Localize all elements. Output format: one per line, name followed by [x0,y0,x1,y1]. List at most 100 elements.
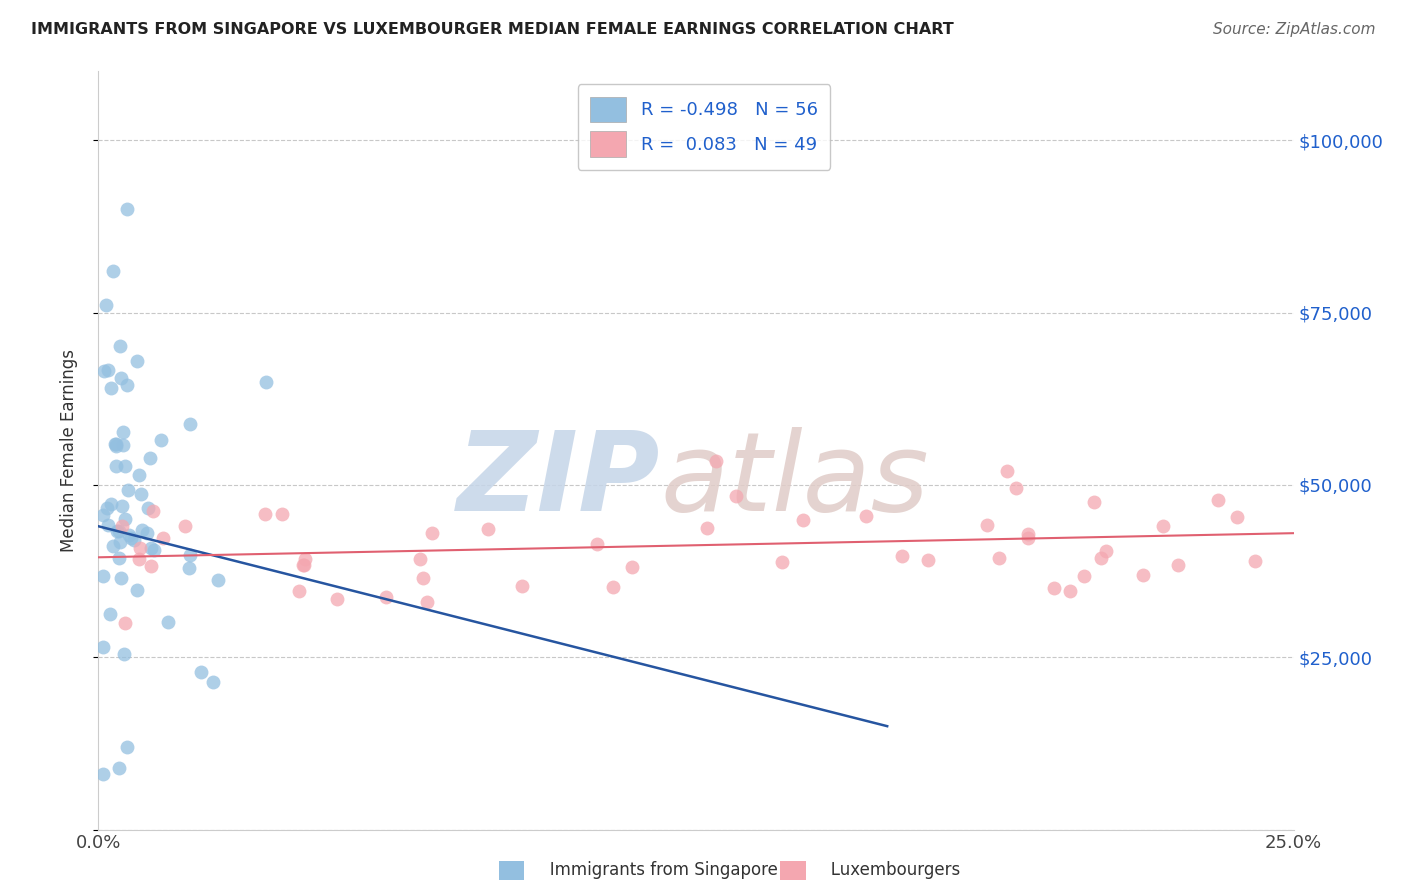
Point [1017,527,1039,541]
Point [1226,510,1249,524]
Point [792,512,814,526]
Point [696,521,718,535]
Point [1167,558,1189,572]
Point [108,524,131,539]
Point [97,362,120,376]
Point [621,560,644,574]
Point [131,524,153,538]
Point [117,483,139,497]
Point [139,559,162,574]
Text: atlas: atlas [661,427,929,534]
Point [143,542,166,557]
Point [128,467,150,482]
Point [375,590,398,604]
Point [128,541,150,556]
Point [1090,551,1112,566]
Point [179,549,201,563]
Point [294,552,316,566]
Point [420,526,443,541]
Point [91,569,114,583]
Point [1244,554,1267,568]
Point [100,607,122,621]
Point [114,512,136,526]
Point [125,354,148,368]
Point [173,519,195,533]
Point [917,553,939,567]
Point [114,459,136,474]
Point [288,583,311,598]
Point [1083,495,1105,509]
Point [101,264,124,278]
Point [139,450,162,465]
Point [112,648,135,662]
Point [100,497,122,511]
Y-axis label: Median Female Earnings: Median Female Earnings [59,349,77,552]
Point [704,453,727,467]
Point [129,487,152,501]
Point [1132,568,1154,582]
Point [477,522,499,536]
Point [110,371,132,385]
Point [118,527,141,541]
Point [254,507,277,521]
Legend: R = -0.498   N = 56, R =  0.083   N = 49: R = -0.498 N = 56, R = 0.083 N = 49 [578,84,831,169]
Point [995,464,1018,478]
Point [111,438,134,452]
Point [107,551,129,566]
Point [111,519,134,533]
Point [1206,492,1229,507]
Point [108,535,131,549]
Point [105,524,128,539]
Point [254,375,277,389]
Point [891,549,914,564]
Point [1059,584,1081,599]
Point [114,615,136,630]
Point [101,539,124,553]
Point [91,767,114,781]
Point [770,555,793,569]
Point [1095,543,1118,558]
Text: ZIP: ZIP [457,427,661,534]
Point [91,508,114,522]
Point [602,580,624,594]
Text: Luxembourgers: Luxembourgers [815,861,960,879]
Point [416,595,439,609]
Point [988,551,1011,566]
Point [1004,481,1026,495]
Text: IMMIGRANTS FROM SINGAPORE VS LUXEMBOURGER MEDIAN FEMALE EARNINGS CORRELATION CHA: IMMIGRANTS FROM SINGAPORE VS LUXEMBOURGE… [31,22,953,37]
Point [108,760,131,774]
Point [125,582,148,597]
Point [325,592,347,607]
Point [97,517,120,532]
Point [190,665,212,680]
Point [149,433,172,447]
Point [96,501,118,516]
Point [512,579,534,593]
Point [128,552,150,566]
Point [156,615,179,629]
Point [100,381,122,395]
Point [1073,569,1095,583]
Point [115,378,138,392]
Point [136,500,159,515]
Point [105,437,128,451]
Point [110,571,132,585]
Point [136,526,159,541]
Point [110,339,132,353]
Point [271,507,294,521]
Point [152,531,174,545]
Point [94,297,117,311]
Point [179,417,201,431]
Point [292,558,315,573]
Point [292,558,315,572]
Point [409,552,432,566]
Point [202,674,225,689]
Point [91,640,114,654]
Point [1043,581,1066,595]
Point [1152,519,1174,533]
Point [1017,532,1039,546]
Text: Source: ZipAtlas.com: Source: ZipAtlas.com [1212,22,1375,37]
Point [412,571,434,585]
Point [177,561,200,575]
Point [207,573,229,587]
